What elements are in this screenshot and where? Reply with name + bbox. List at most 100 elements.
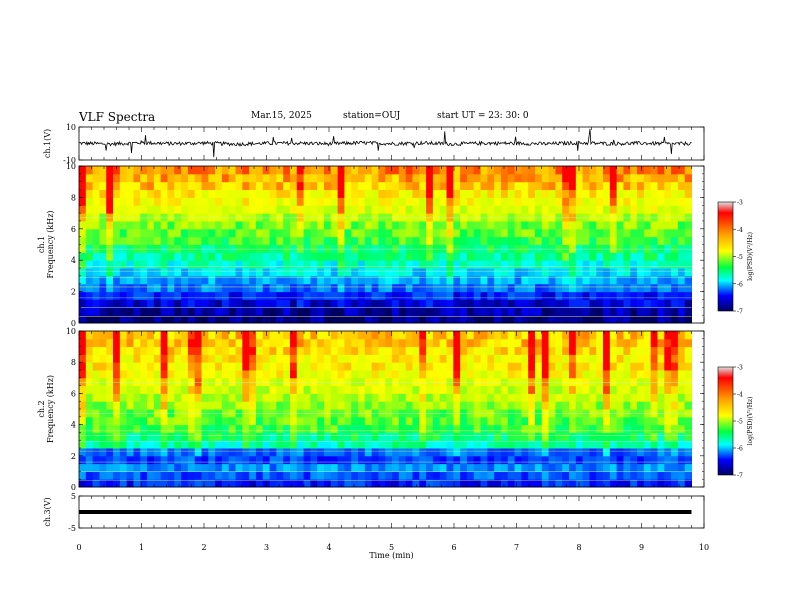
spectrogram-cell xyxy=(548,228,556,238)
spectrogram-cell xyxy=(242,205,250,214)
spectrogram-cell xyxy=(569,283,577,293)
spectrogram-cell xyxy=(133,448,141,457)
spectrogram-cell xyxy=(167,479,175,488)
spectrogram-cell xyxy=(255,299,264,308)
spectrogram-cell xyxy=(473,315,482,324)
spectrogram-cell xyxy=(317,448,325,457)
spectrogram-cell xyxy=(187,275,196,285)
spectrogram-cell xyxy=(174,401,182,410)
spectrogram-cell xyxy=(147,393,155,402)
spectrogram-cell xyxy=(378,416,386,426)
spectrogram-cell xyxy=(439,409,447,418)
spectrogram-cell xyxy=(208,377,216,387)
spectrogram-cell xyxy=(582,181,590,191)
spectrogram-cell xyxy=(426,244,434,253)
spectrogram-cell xyxy=(466,338,475,348)
spectrogram-cell xyxy=(473,283,482,293)
spectrogram-cell xyxy=(119,213,128,222)
spectrogram-cell xyxy=(616,244,624,253)
spectrogram-cell xyxy=(507,252,516,261)
spectrogram-cell xyxy=(569,166,577,175)
spectrogram-cell xyxy=(181,416,189,426)
spectrogram-cell xyxy=(262,463,271,472)
spectrogram-cell xyxy=(147,377,155,387)
spectrogram-cell xyxy=(582,205,590,214)
spectrogram-cell xyxy=(473,370,482,379)
spectrogram-cell xyxy=(215,299,223,308)
spectrogram-cell xyxy=(426,377,434,387)
spectrogram-cell xyxy=(466,197,475,206)
spectrogram-cell xyxy=(310,479,318,488)
spectrogram-cell xyxy=(255,401,264,410)
spectrogram-cell xyxy=(548,448,556,457)
spectrogram-cell xyxy=(249,471,257,480)
spectrogram-cell xyxy=(473,181,482,191)
spectrogram-cell xyxy=(160,189,168,198)
spectrogram-cell xyxy=(296,268,305,277)
spectrogram-cell xyxy=(167,362,175,371)
spectrogram-cell xyxy=(337,283,345,293)
spectrogram-cell xyxy=(289,393,298,402)
spectrogram-cell xyxy=(160,401,168,410)
spectrogram-cell xyxy=(262,471,271,480)
spectrogram-cell xyxy=(85,424,94,433)
spectrogram-cell xyxy=(657,213,665,222)
spectrogram-cell xyxy=(521,393,529,402)
spectrogram-cell xyxy=(330,416,339,426)
spectrogram-cell xyxy=(242,393,250,402)
spectrogram-cell xyxy=(657,166,665,175)
spectrogram-cell xyxy=(637,409,645,418)
spectrogram-cell xyxy=(167,275,175,285)
spectrogram-cell xyxy=(208,338,216,348)
spectrogram-cell xyxy=(637,307,645,316)
spectrogram-cell xyxy=(603,409,611,418)
spectrogram-cell xyxy=(616,377,624,387)
spectrogram-cell xyxy=(351,244,359,253)
spectrogram-cell xyxy=(344,346,352,355)
spectrogram-cell xyxy=(283,448,291,457)
spectrogram-cell xyxy=(569,275,577,285)
spectrogram-cell xyxy=(147,455,155,465)
spectrogram-cell xyxy=(269,252,277,261)
spectrogram-cell xyxy=(337,213,345,222)
spectrogram-cell xyxy=(167,440,175,449)
spectrogram-cell xyxy=(242,307,250,316)
spectrogram-cell xyxy=(181,173,189,183)
spectrogram-cell xyxy=(446,432,454,441)
spectrogram-cell xyxy=(473,448,482,457)
spectrogram-cell xyxy=(507,205,516,214)
spectrogram-cell xyxy=(255,432,264,441)
spectrogram-cell xyxy=(487,244,495,253)
spectrogram-cell xyxy=(466,189,475,198)
spectrogram-cell xyxy=(534,291,543,300)
spectrogram-cell xyxy=(473,268,482,277)
spectrogram-cell xyxy=(650,393,658,402)
spectrogram-cell xyxy=(228,228,237,238)
spectrogram-cell xyxy=(637,228,645,238)
spectrogram-cell xyxy=(609,416,618,426)
spectrogram-cell xyxy=(534,416,543,426)
spectrogram-cell xyxy=(460,173,468,183)
spectrogram-cell xyxy=(174,252,182,261)
spectrogram-cell xyxy=(378,213,386,222)
spectrogram-cell xyxy=(569,354,577,363)
spectrogram-cell xyxy=(296,409,305,418)
spectrogram-cell xyxy=(221,331,230,340)
spectrogram-cell xyxy=(562,260,570,269)
spectrogram-cell xyxy=(412,416,420,426)
spectrogram-cell xyxy=(174,354,182,363)
spectrogram-cell xyxy=(330,401,339,410)
spectrogram-cell xyxy=(242,315,250,324)
spectrogram-cell xyxy=(664,166,672,175)
spectrogram-cell xyxy=(133,409,141,418)
spectrogram-cell xyxy=(147,432,155,441)
spectrogram-cell xyxy=(466,432,475,441)
spectrogram-cell xyxy=(500,181,509,191)
spectrogram-cell xyxy=(507,307,516,316)
spectrogram-cell xyxy=(514,268,522,277)
spectrogram-cell xyxy=(208,346,216,355)
spectrogram-cell xyxy=(85,354,94,363)
spectrogram-cell xyxy=(582,197,590,206)
spectrogram-cell xyxy=(201,401,209,410)
spectrogram-cell xyxy=(92,307,100,316)
